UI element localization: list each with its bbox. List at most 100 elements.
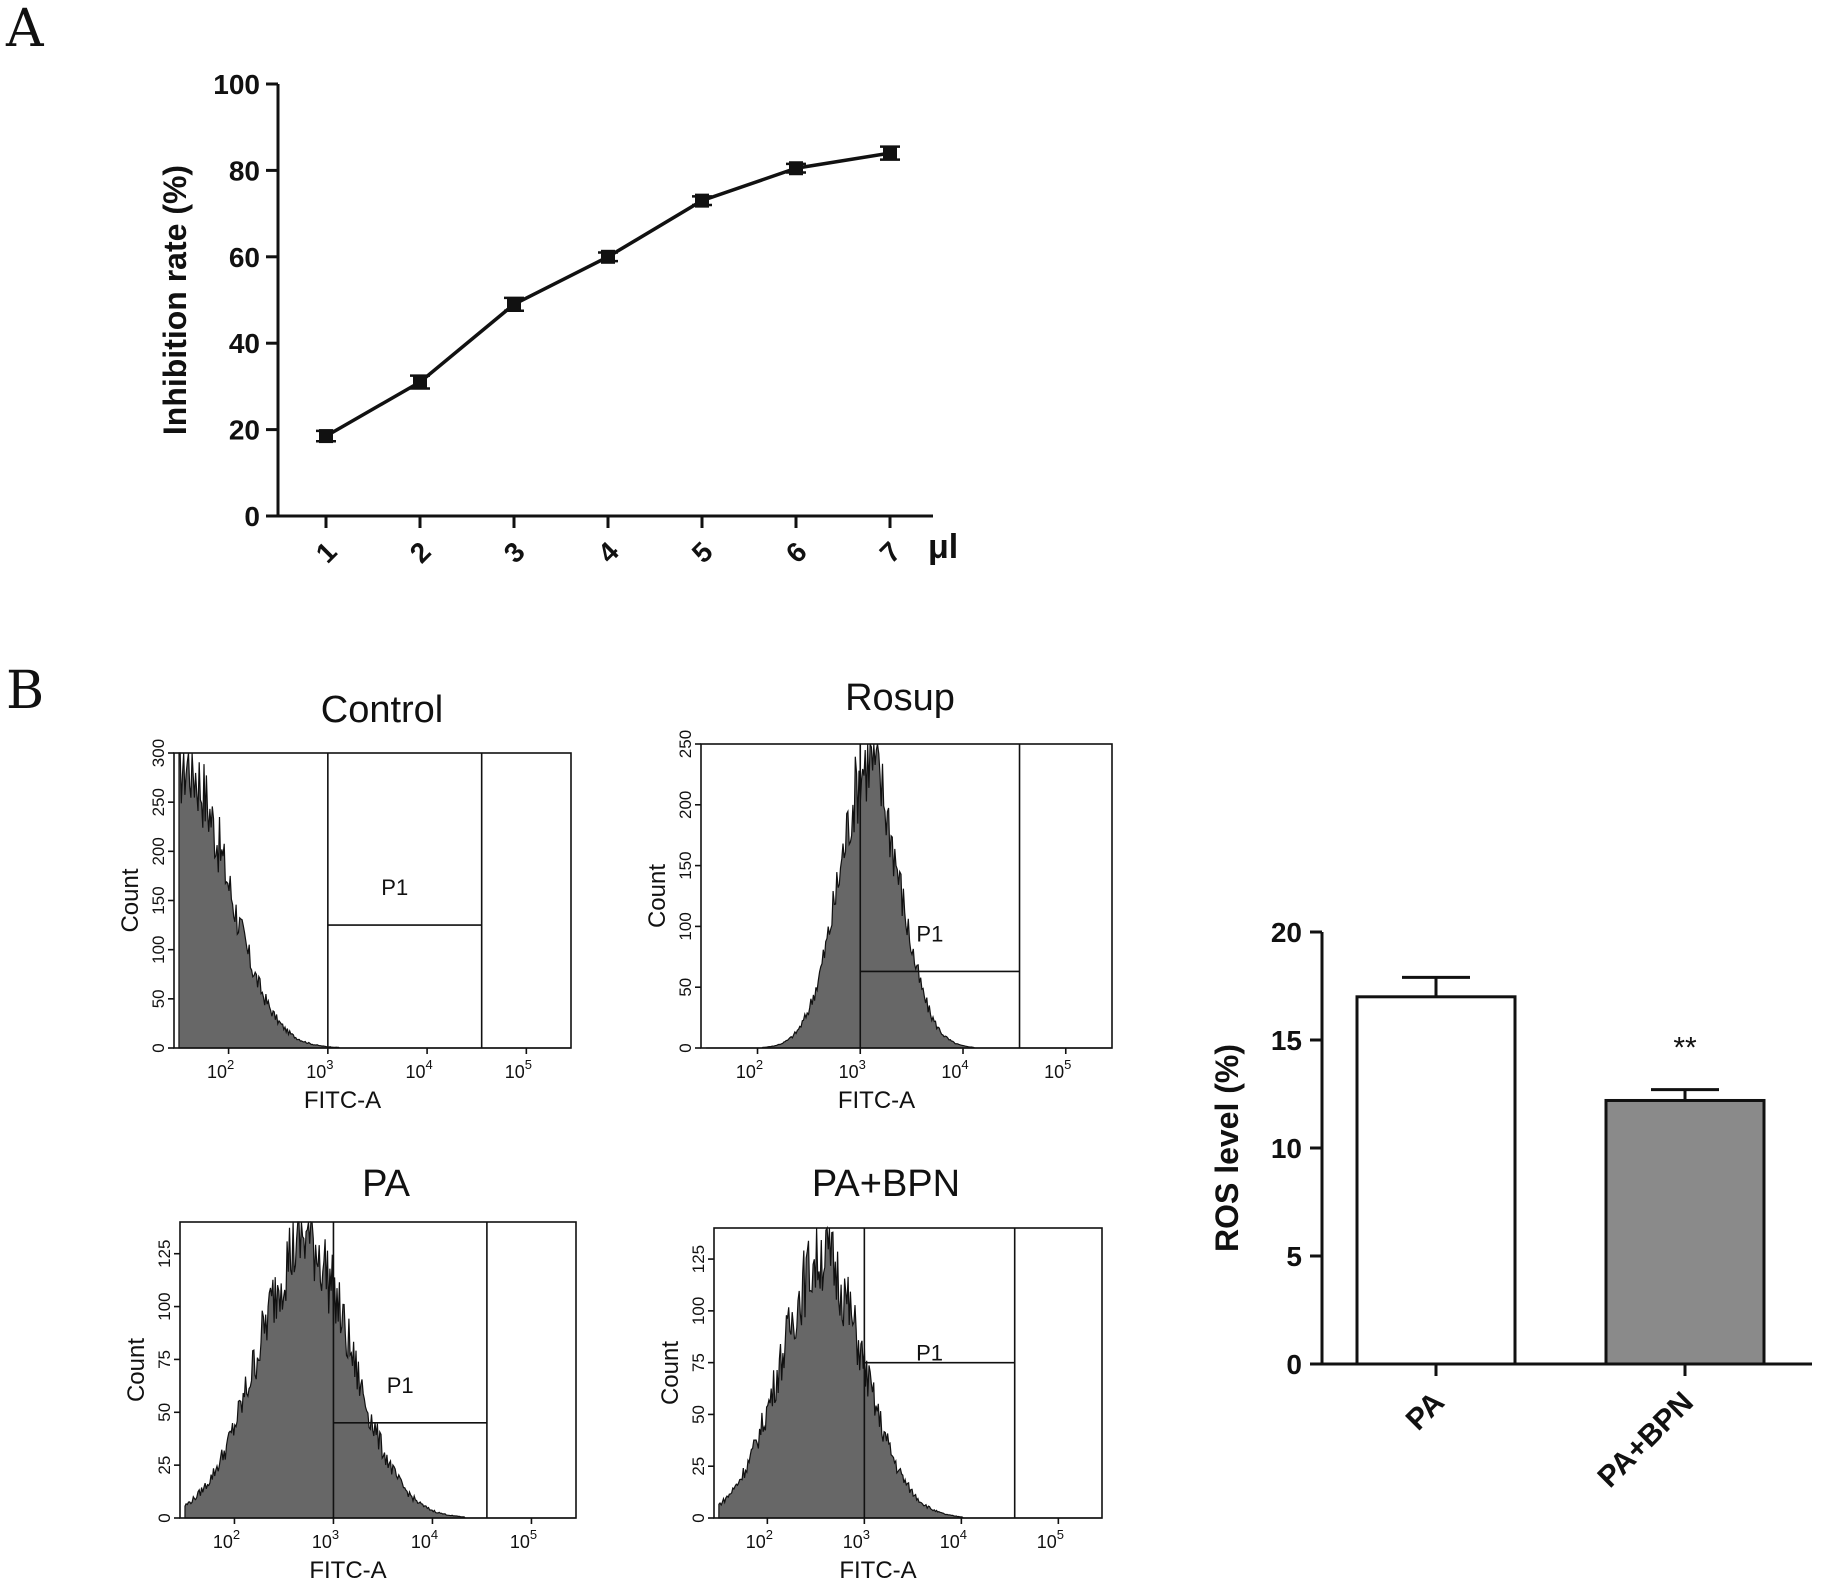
- x-tick-label: 6: [780, 536, 813, 569]
- x-tick-exponent: 4: [431, 1527, 438, 1542]
- x-tick-label: 102: [207, 1057, 234, 1082]
- x-tick-label: 105: [505, 1057, 532, 1082]
- y-tick-label: 5: [1286, 1241, 1302, 1272]
- x-tick-label: 1: [310, 536, 343, 569]
- x-tick-exponent: 2: [227, 1057, 234, 1072]
- data-point: [413, 375, 427, 390]
- x-tick-label: 102: [746, 1527, 773, 1552]
- series-line: [325, 151, 891, 438]
- x-tick-base: 10: [839, 1062, 859, 1082]
- x-tick-base: 10: [411, 1532, 431, 1552]
- y-tick-label: 100: [155, 1292, 174, 1320]
- x-unit-label: μl: [928, 528, 958, 566]
- y-tick-label: 60: [229, 242, 260, 273]
- y-tick-label: 200: [149, 837, 168, 865]
- x-tick-exponent: 2: [233, 1527, 240, 1542]
- y-axis-title: Inhibition rate (%): [157, 165, 193, 435]
- plot-frame: [700, 743, 1113, 1049]
- y-tick-label: 200: [676, 791, 695, 819]
- x-tick-label: 7: [874, 536, 907, 569]
- x-tick-exponent: 4: [961, 1057, 968, 1072]
- y-tick-label: 50: [149, 989, 168, 1008]
- y-tick-label: 25: [689, 1457, 708, 1476]
- x-tick-label: 102: [213, 1527, 240, 1552]
- histogram-title: Control: [321, 689, 444, 731]
- x-axis-title: FITC-A: [839, 1557, 916, 1584]
- x-tick-base: 10: [940, 1532, 960, 1552]
- plot-frame: [179, 1221, 577, 1519]
- x-tick-label: 104: [405, 1057, 432, 1082]
- x-tick-label: 104: [941, 1057, 968, 1082]
- x-axis-title: FITC-A: [838, 1087, 915, 1114]
- y-tick-label: 125: [689, 1245, 708, 1273]
- y-tick-label: 20: [229, 415, 260, 446]
- x-tick-exponent: 5: [1057, 1527, 1064, 1542]
- x-axis-title: FITC-A: [304, 1087, 381, 1114]
- x-tick-exponent: 5: [1064, 1057, 1071, 1072]
- y-axis-title: Count: [657, 1341, 684, 1405]
- x-tick-base: 10: [405, 1062, 425, 1082]
- gate-label: P1: [916, 921, 943, 946]
- x-tick-exponent: 5: [525, 1057, 532, 1072]
- x-tick-base: 10: [1037, 1532, 1057, 1552]
- histogram-area: [718, 1225, 1102, 1519]
- y-tick-label: 125: [155, 1240, 174, 1268]
- y-axis-title: Count: [117, 868, 144, 932]
- y-tick-label: 250: [149, 788, 168, 816]
- plot-frame: [713, 1227, 1103, 1519]
- x-tick-base: 10: [1044, 1062, 1064, 1082]
- x-tick-label: 105: [1037, 1527, 1064, 1552]
- y-tick-label: 100: [149, 935, 168, 963]
- x-tick-base: 10: [207, 1062, 227, 1082]
- x-tick-base: 10: [746, 1532, 766, 1552]
- x-tick-base: 10: [736, 1062, 756, 1082]
- y-tick-label: 150: [149, 886, 168, 914]
- x-tick-label: 4: [592, 536, 625, 569]
- y-tick-label: 100: [689, 1297, 708, 1325]
- x-tick-label: PA: [1400, 1386, 1451, 1437]
- gate-label: P1: [381, 875, 408, 900]
- y-axis-title: ROS level (%): [1209, 1044, 1245, 1252]
- x-tick-label: 2: [404, 536, 437, 569]
- x-tick-label: 103: [839, 1057, 866, 1082]
- x-tick-label: 103: [843, 1527, 870, 1552]
- y-tick-label: 0: [155, 1513, 174, 1522]
- gate-label: P1: [916, 1341, 943, 1366]
- x-tick-base: 10: [510, 1532, 530, 1552]
- x-tick-label: 105: [1044, 1057, 1071, 1082]
- x-tick-base: 10: [213, 1532, 233, 1552]
- data-point: [601, 249, 615, 264]
- x-tick-label: 105: [510, 1527, 537, 1552]
- x-tick-base: 10: [312, 1532, 332, 1552]
- y-axis-title: Count: [123, 1338, 150, 1402]
- y-tick-label: 75: [155, 1350, 174, 1369]
- y-tick-label: 20: [1271, 917, 1302, 948]
- y-axis-title: Count: [644, 864, 671, 928]
- x-tick-base: 10: [843, 1532, 863, 1552]
- panel-letter-b: B: [6, 661, 44, 721]
- panel-letter-a: A: [5, 0, 45, 59]
- data-point: [883, 146, 897, 161]
- histogram-title: PA: [362, 1163, 411, 1205]
- x-tick-label: 103: [312, 1527, 339, 1552]
- y-tick-label: 300: [149, 739, 168, 767]
- x-tick-exponent: 2: [766, 1527, 773, 1542]
- y-tick-label: 0: [676, 1043, 695, 1052]
- significance-label: **: [1673, 1032, 1697, 1065]
- data-point: [695, 193, 709, 208]
- gate-label: P1: [387, 1373, 414, 1398]
- data-point: [507, 297, 521, 312]
- y-tick-label: 50: [155, 1403, 174, 1422]
- histogram-area: [706, 743, 1112, 1049]
- x-tick-label: 104: [411, 1527, 438, 1552]
- ros-bar-chart: 0 5 10 15 20 ROS level (%) PA ** PA+BPN: [1209, 917, 1812, 1494]
- histogram-area: [178, 752, 571, 1049]
- y-tick-label: 100: [213, 69, 260, 100]
- y-tick-label: 150: [676, 851, 695, 879]
- x-tick-label: PA+BPN: [1592, 1386, 1700, 1494]
- bar: [1604, 1098, 1766, 1366]
- y-tick-label: 50: [689, 1405, 708, 1424]
- y-tick-label: 0: [689, 1513, 708, 1522]
